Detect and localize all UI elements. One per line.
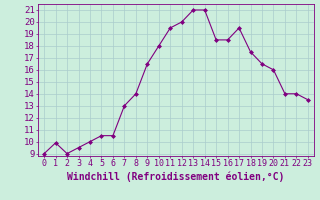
X-axis label: Windchill (Refroidissement éolien,°C): Windchill (Refroidissement éolien,°C)	[67, 171, 285, 182]
